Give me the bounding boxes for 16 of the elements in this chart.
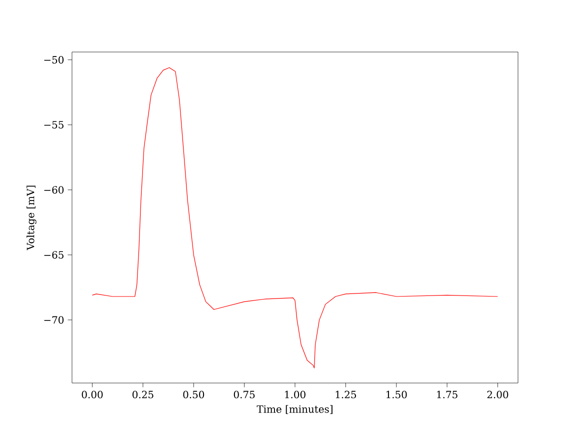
y-tick-label: −50 bbox=[44, 56, 64, 64]
x-tick-label: 0.00 bbox=[82, 390, 103, 398]
x-tick-label: 1.75 bbox=[437, 390, 458, 398]
y-tick-label: −70 bbox=[44, 316, 64, 324]
x-tick-label: 1.00 bbox=[285, 390, 306, 398]
x-tick-label: 0.25 bbox=[132, 390, 154, 398]
y-tick-label: −55 bbox=[44, 121, 64, 129]
x-tick-label: 2.00 bbox=[487, 390, 508, 398]
x-tick-label: 0.50 bbox=[183, 390, 204, 398]
y-axis-title: Voltage [mV] bbox=[26, 186, 36, 250]
x-tick-label: 1.50 bbox=[386, 390, 407, 398]
x-tick-label: 1.25 bbox=[336, 390, 356, 398]
x-axis-title: Time [minutes] bbox=[256, 405, 332, 414]
y-tick-label: −60 bbox=[44, 186, 64, 194]
y-tick-label: −65 bbox=[44, 251, 64, 259]
x-tick-label: 0.75 bbox=[234, 390, 255, 398]
